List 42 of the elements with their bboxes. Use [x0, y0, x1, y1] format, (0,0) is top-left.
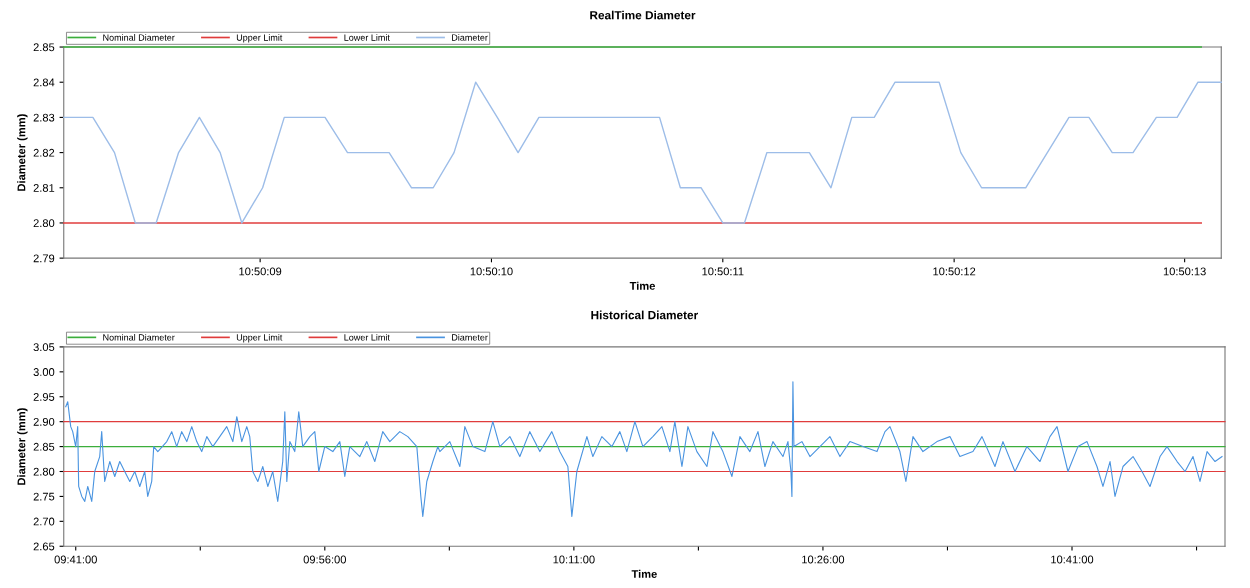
y-tick-label: 2.80 — [33, 467, 55, 476]
x-tick-label: 10:11:00 — [553, 555, 595, 564]
x-axis-title: Time — [629, 281, 655, 290]
y-tick-label: 2.95 — [33, 393, 55, 401]
x-tick-label: 10:26:00 — [802, 555, 845, 564]
legend-label: Upper Limit — [236, 333, 283, 343]
y-tick-label: 2.65 — [33, 542, 55, 551]
legend-label: Diameter — [452, 333, 488, 341]
legend-label: Lower Limit — [344, 333, 390, 341]
x-tick-label: 09:56:00 — [303, 555, 346, 564]
x-axis-title: Time — [631, 569, 657, 578]
y-tick-label: 2.80 — [33, 219, 55, 228]
x-tick-label: 10:50:12 — [933, 267, 976, 276]
y-axis-title: Diameter (mm) — [17, 408, 28, 485]
legend-label: Nominal Diameter — [103, 333, 175, 341]
y-tick-label: 2.83 — [33, 113, 55, 122]
x-tick-label: 10:50:11 — [702, 267, 744, 276]
legend-label: Diameter — [452, 34, 488, 41]
y-tick-label: 2.70 — [33, 517, 55, 526]
y-tick-label: 2.79 — [33, 254, 55, 263]
line-series — [63, 81, 1222, 224]
y-tick-label: 2.85 — [33, 442, 55, 451]
y-axis-title: Diameter (mm) — [17, 114, 28, 191]
chart-title: RealTime Diameter — [590, 10, 696, 20]
y-tick-label: 2.84 — [33, 78, 55, 87]
y-tick-label: 3.00 — [33, 368, 55, 376]
line-series — [65, 381, 1223, 517]
x-tick-label: 10:50:13 — [1163, 267, 1206, 276]
x-tick-label: 09:41:00 — [54, 555, 97, 564]
x-tick-label: 10:50:09 — [239, 267, 282, 276]
x-tick-label: 10:41:00 — [1051, 555, 1094, 564]
y-tick-label: 2.75 — [33, 492, 55, 501]
legend-label: Lower Limit — [344, 34, 390, 41]
legend-label: Upper Limit — [236, 34, 283, 43]
x-tick-label: 10:50:10 — [470, 267, 513, 276]
y-tick-label: 3.05 — [33, 343, 55, 352]
y-tick-label: 2.82 — [33, 148, 55, 157]
y-tick-label: 2.90 — [33, 417, 55, 426]
y-tick-label: 2.81 — [33, 184, 55, 192]
chart-title: Historical Diameter — [591, 310, 698, 320]
legend-label: Nominal Diameter — [103, 34, 175, 41]
y-tick-label: 2.85 — [33, 43, 55, 52]
